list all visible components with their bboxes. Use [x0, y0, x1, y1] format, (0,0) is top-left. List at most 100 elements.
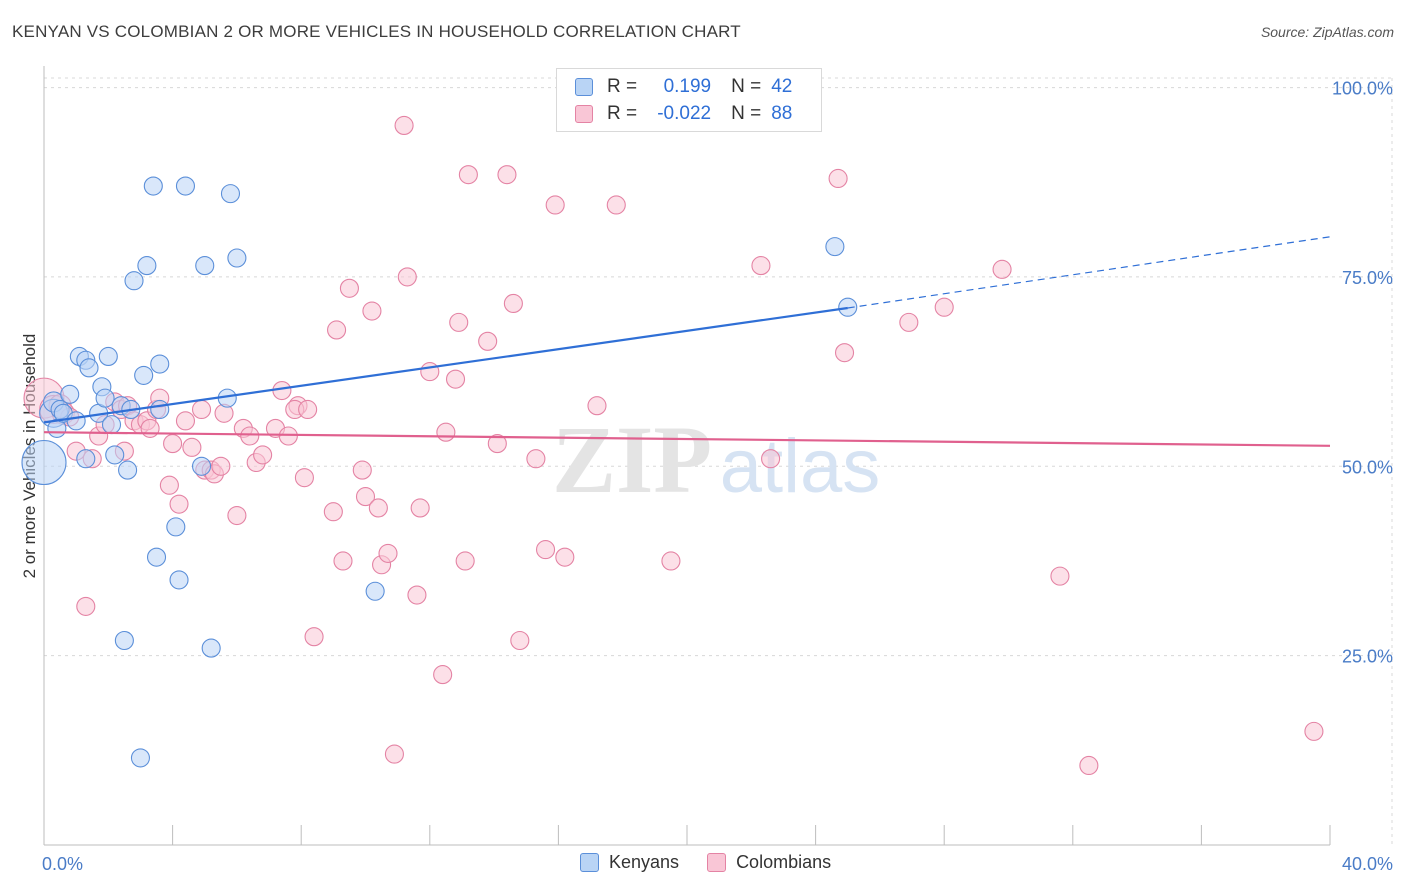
kenyans-point: [60, 384, 80, 404]
kenyans-point: [838, 297, 858, 317]
series-legend: Kenyans Colombians: [580, 852, 859, 873]
kenyans-r-value: 0.199: [663, 76, 712, 97]
colombians-point: [1304, 721, 1324, 741]
colombians-point: [163, 434, 183, 454]
colombians-point: [606, 195, 626, 215]
kenyans-legend-swatch: [580, 853, 599, 872]
colombians-point: [934, 297, 954, 317]
y-tick-label: 25.0%: [1342, 647, 1393, 667]
kenyans-point: [220, 184, 241, 204]
colombians-point: [253, 445, 273, 465]
colombians-point: [828, 168, 848, 189]
colombians-point: [394, 115, 414, 135]
colombians-point: [458, 165, 478, 185]
colombians-point: [1050, 566, 1070, 586]
kenyans-point: [195, 256, 215, 276]
colombians-point: [834, 343, 855, 363]
source-label: Source: ZipAtlas.com: [1260, 24, 1394, 40]
kenyans-point: [118, 460, 138, 480]
colombians-point: [169, 494, 189, 514]
kenyans-trend-line: [43, 306, 848, 424]
kenyans-point: [114, 630, 134, 651]
colombians-point: [140, 418, 160, 438]
colombians-n-label: N =: [731, 103, 762, 124]
colombians-point: [182, 437, 202, 457]
colombians-n-value: 88: [771, 103, 793, 124]
tick-labels: 25.0% 50.0% 75.0% 100.0% 0.0% 40.0%: [42, 79, 1393, 874]
colombians-point: [397, 267, 417, 287]
kenyans-swatch: [575, 78, 593, 96]
kenyans-point: [124, 271, 144, 291]
colombians-point: [240, 426, 260, 446]
kenyans-point: [166, 517, 186, 537]
chart-title: KENYAN VS COLOMBIAN 2 OR MORE VEHICLES I…: [12, 22, 741, 41]
colombians-point: [420, 362, 440, 382]
legend-item-kenyans[interactable]: Kenyans: [580, 852, 679, 873]
colombians-point: [661, 551, 681, 571]
legend-item-colombians[interactable]: Colombians: [707, 852, 831, 873]
watermark-atlas: atlas: [720, 424, 881, 509]
kenyans-point: [101, 415, 122, 435]
colombians-point: [487, 434, 507, 454]
kenyans-r-label: R =: [607, 76, 638, 97]
grid-lines: [44, 77, 1393, 845]
kenyans-point: [130, 748, 150, 768]
watermark-zip: ZIP: [552, 406, 712, 513]
colombians-legend-swatch: [707, 853, 727, 872]
kenyans-point: [98, 346, 118, 367]
colombians-point: [175, 411, 196, 431]
correlation-legend: R = 0.199 N = 42 R = -0.022 N = 88: [556, 68, 822, 132]
colombians-point: [455, 551, 475, 571]
colombians-point: [587, 396, 607, 416]
colombians-point: [433, 665, 453, 685]
colombians-point: [159, 475, 179, 495]
watermark: ZIP atlas: [552, 406, 880, 513]
colombians-point: [304, 627, 324, 647]
colombians-point: [378, 543, 398, 563]
colombians-point: [992, 259, 1012, 279]
kenyans-point: [95, 388, 115, 408]
kenyans-point: [150, 399, 170, 420]
colombians-point: [327, 320, 347, 340]
colombians-swatch: [575, 105, 593, 123]
kenyans-point: [105, 445, 125, 465]
y-tick-label: 75.0%: [1342, 268, 1393, 288]
kenyans-point: [79, 358, 99, 378]
colombians-point: [211, 456, 231, 476]
colombians-point: [899, 312, 919, 332]
kenyans-point: [365, 581, 385, 601]
colombians-point: [323, 502, 343, 522]
kenyans-point: [175, 176, 196, 196]
y-tick-label: 100.0%: [1332, 79, 1393, 99]
colombians-point: [278, 426, 298, 446]
colombians-point: [1079, 755, 1099, 776]
colombians-r-label: R =: [607, 103, 638, 124]
kenyans-point: [191, 456, 212, 476]
colombians-point: [497, 165, 517, 185]
colombians-point: [535, 540, 556, 560]
colombians-point: [510, 630, 530, 651]
kenyans-point: [134, 365, 154, 385]
colombians-point: [478, 331, 498, 351]
colombians-point: [352, 460, 372, 480]
colombians-point: [526, 449, 546, 469]
kenyans-point: [825, 237, 845, 257]
kenyans-point: [21, 439, 67, 486]
colombians-point: [555, 547, 575, 567]
x-tick-label: 0.0%: [42, 854, 83, 874]
kenyans-n-value: 42: [771, 76, 793, 97]
colombians-point: [298, 399, 318, 420]
colombians-point: [191, 399, 212, 420]
kenyans-point: [201, 638, 221, 658]
kenyans-trend-extension: [847, 236, 1331, 309]
colombians-point: [333, 551, 353, 571]
kenyans-point: [76, 449, 96, 469]
y-tick-label: 50.0%: [1342, 457, 1393, 477]
colombians-point: [410, 498, 430, 518]
colombians-point: [362, 301, 382, 321]
colombians-point: [751, 256, 771, 276]
colombians-legend-label: Colombians: [736, 852, 832, 872]
kenyans-legend-label: Kenyans: [609, 852, 680, 872]
colombians-point: [76, 596, 96, 616]
